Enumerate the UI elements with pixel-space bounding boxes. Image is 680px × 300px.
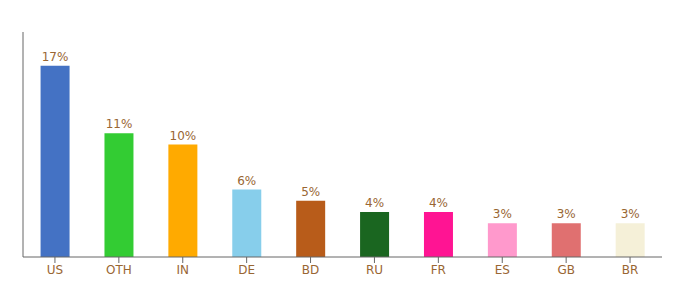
svg-text:FR: FR [431, 263, 446, 277]
svg-text:3%: 3% [493, 207, 512, 221]
svg-text:BR: BR [622, 263, 639, 277]
svg-text:5%: 5% [301, 185, 320, 199]
svg-text:11%: 11% [106, 117, 133, 131]
svg-text:RU: RU [366, 263, 383, 277]
svg-text:4%: 4% [429, 196, 448, 210]
svg-text:GB: GB [557, 263, 575, 277]
svg-text:US: US [47, 263, 63, 277]
svg-text:OTH: OTH [106, 263, 132, 277]
svg-text:ES: ES [495, 263, 510, 277]
svg-text:3%: 3% [557, 207, 576, 221]
svg-text:6%: 6% [237, 174, 256, 188]
svg-text:10%: 10% [170, 129, 197, 143]
svg-text:3%: 3% [621, 207, 640, 221]
svg-text:DE: DE [238, 263, 255, 277]
svg-text:BD: BD [302, 263, 319, 277]
svg-text:IN: IN [176, 263, 189, 277]
svg-text:4%: 4% [365, 196, 384, 210]
svg-text:17%: 17% [42, 50, 69, 64]
